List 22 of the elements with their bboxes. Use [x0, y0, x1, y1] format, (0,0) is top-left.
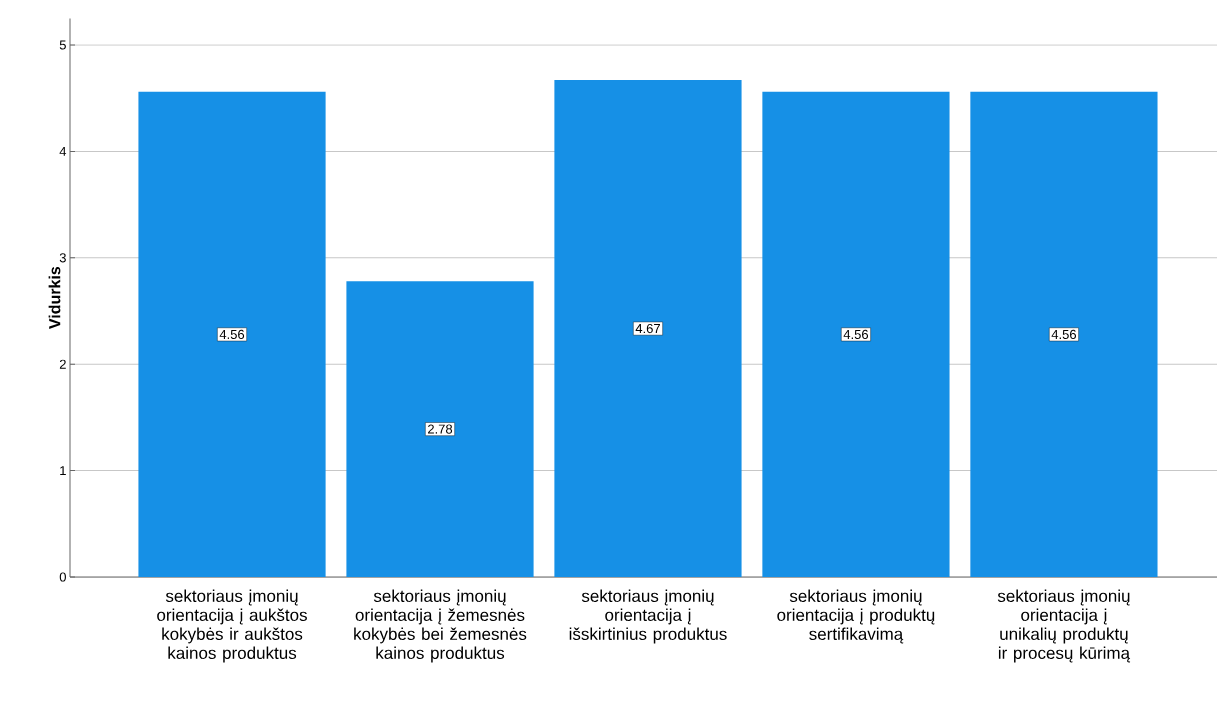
- data-label: 4.67: [635, 323, 660, 334]
- y-axis-title: Vidurkis: [48, 266, 61, 330]
- bar: [762, 91, 950, 577]
- y-tick-label: 0: [59, 572, 66, 582]
- data-label: 4.56: [1051, 329, 1077, 340]
- bar: [970, 91, 1158, 577]
- x-tick-label: sektoriaus įmonių orientacija į aukštos kokybės ir aukštos kainos produktus: [157, 589, 307, 663]
- x-tick-label: sektoriaus įmonių orientacija į žemesnės kokybės bei žemesnės kainos produktus: [354, 589, 527, 663]
- data-label: 4.56: [219, 329, 245, 340]
- y-tick-label: 3: [59, 253, 66, 263]
- y-tick-label: 5: [59, 40, 66, 50]
- y-tick-label: 1: [60, 466, 66, 476]
- y-tick-label: 4: [59, 146, 67, 156]
- y-tick-label: 2: [59, 359, 66, 369]
- x-tick-label: sektoriaus įmonių orientacija į unikalių produktų ir procesų kūrimą: [997, 589, 1131, 663]
- data-label: 2.78: [428, 424, 453, 434]
- data-label: 4.56: [843, 329, 869, 340]
- x-tick-label: sektoriaus įmonių orientacija į išskirtinius produktus: [569, 589, 727, 644]
- bar: [346, 281, 534, 577]
- bar: [554, 80, 742, 577]
- x-tick-label: sektoriaus įmonių orientacija į produktų sertifikavimą: [777, 589, 935, 644]
- bar: [138, 91, 326, 577]
